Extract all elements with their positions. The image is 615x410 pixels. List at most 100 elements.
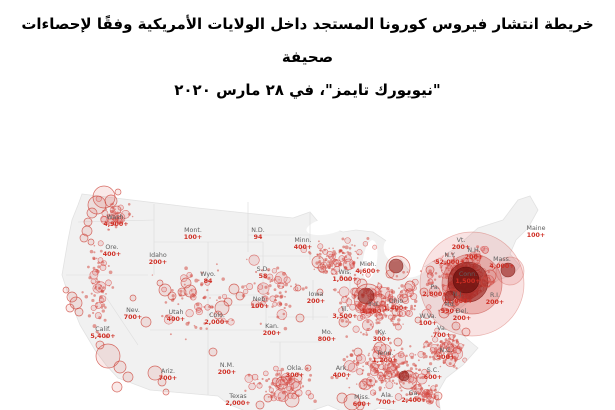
scatter-dot — [161, 286, 167, 293]
scatter-dot — [390, 298, 396, 304]
scatter-dot — [451, 339, 454, 342]
scatter-dot — [171, 288, 174, 292]
scatter-dot — [392, 322, 395, 325]
scatter-dot — [301, 385, 305, 388]
case-bubble — [147, 365, 163, 381]
scatter-dot — [464, 369, 466, 371]
scatter-dot — [386, 298, 390, 302]
scatter-dot — [345, 335, 349, 338]
scatter-dot — [108, 214, 111, 218]
scatter-dot — [284, 303, 288, 307]
scatter-dot — [356, 314, 364, 322]
scatter-dot — [347, 297, 350, 299]
scatter-dot — [380, 381, 383, 384]
scatter-dot — [365, 331, 368, 333]
scatter-dot — [306, 367, 309, 370]
scatter-dot — [349, 321, 352, 324]
scatter-dot — [346, 304, 350, 308]
scatter-dot — [288, 304, 292, 308]
scatter-dot — [458, 347, 460, 350]
state-label-va: Va. 700+ — [433, 325, 451, 339]
scatter-dot — [256, 382, 263, 389]
scatter-dot — [194, 278, 199, 283]
scatter-dot — [438, 275, 441, 278]
scatter-dot — [241, 294, 246, 298]
scatter-dot — [267, 276, 271, 280]
scatter-dot — [340, 305, 343, 308]
state-label-texas: Texas 2,000+ — [225, 393, 250, 407]
scatter-dot — [451, 352, 459, 360]
case-bubble — [65, 303, 75, 313]
scatter-dot — [261, 269, 264, 272]
scatter-dot — [402, 382, 405, 385]
case-bubble — [95, 343, 121, 369]
map-title-line-2: "نيويورك تايمز"، في ٢٨ مارس ٢٠٢٠ — [174, 81, 441, 99]
state-label-nev: Nev. 700+ — [124, 307, 142, 321]
scatter-dot — [392, 356, 394, 358]
scatter-dot — [373, 360, 377, 364]
case-bubble — [255, 400, 265, 410]
scatter-dot — [348, 246, 352, 250]
scatter-dot — [90, 304, 97, 311]
case-bubble — [471, 255, 481, 265]
scatter-dot — [370, 363, 373, 366]
state-label-nh: N.H. 200+ — [465, 247, 483, 261]
scatter-dot — [284, 290, 287, 293]
scatter-dot — [341, 237, 345, 241]
scatter-dot — [345, 377, 349, 380]
scatter-dot — [277, 390, 289, 403]
scatter-dot — [390, 361, 394, 365]
case-bubble — [95, 340, 105, 350]
scatter-dot — [366, 237, 370, 240]
scatter-dot — [209, 313, 211, 316]
case-bubble — [357, 301, 367, 311]
scatter-dot — [248, 254, 260, 266]
us-covid-bubble-map: Wash. 4,900+ Ore. 400+ Idaho 200+ Mont. 100+ Wyo… — [58, 180, 615, 410]
scatter-dot — [92, 266, 96, 270]
scatter-dot — [384, 360, 397, 372]
scatter-dot — [273, 278, 276, 281]
scatter-dot — [241, 285, 245, 289]
scatter-dot — [392, 303, 397, 308]
scatter-dot — [431, 274, 434, 277]
scatter-dot — [344, 255, 348, 259]
scatter-dot — [326, 270, 328, 273]
scatter-dot — [114, 208, 117, 211]
scatter-dot — [398, 303, 401, 306]
state-label-ri: R.I. 200+ — [486, 292, 504, 306]
scatter-dot — [348, 386, 351, 389]
scatter-dot — [290, 285, 292, 288]
case-bubble — [480, 276, 492, 288]
scatter-dot — [268, 284, 272, 288]
scatter-dot — [103, 318, 107, 322]
scatter-dot — [349, 303, 356, 311]
scatter-dot — [351, 244, 353, 246]
scatter-dot — [205, 279, 208, 282]
scatter-dot — [394, 323, 397, 326]
scatter-dot — [90, 278, 97, 285]
scatter-dot — [95, 302, 98, 305]
state-label-wyo: Wyo. 84 — [200, 271, 216, 285]
scatter-dot — [261, 377, 264, 381]
case-bubble — [373, 293, 387, 307]
scatter-dot — [409, 345, 412, 348]
scatter-dot — [355, 290, 360, 294]
case-bubble — [317, 263, 327, 273]
scatter-dot — [379, 305, 386, 312]
scatter-dot — [344, 260, 348, 264]
scatter-dot — [276, 309, 288, 320]
state-label-minn: Minn. 400+ — [294, 237, 312, 251]
scatter-dot — [410, 293, 418, 301]
scatter-dot — [271, 377, 279, 385]
scatter-dot — [200, 271, 203, 274]
scatter-dot — [378, 388, 382, 392]
scatter-dot — [194, 325, 198, 329]
scatter-dot — [426, 304, 432, 310]
case-bubble — [355, 401, 365, 410]
case-bubble — [293, 373, 303, 383]
scatter-dot — [177, 303, 180, 306]
scatter-dot — [367, 372, 371, 377]
state-label-iowa: Iowa 200+ — [307, 291, 325, 305]
scatter-dot — [277, 295, 280, 298]
